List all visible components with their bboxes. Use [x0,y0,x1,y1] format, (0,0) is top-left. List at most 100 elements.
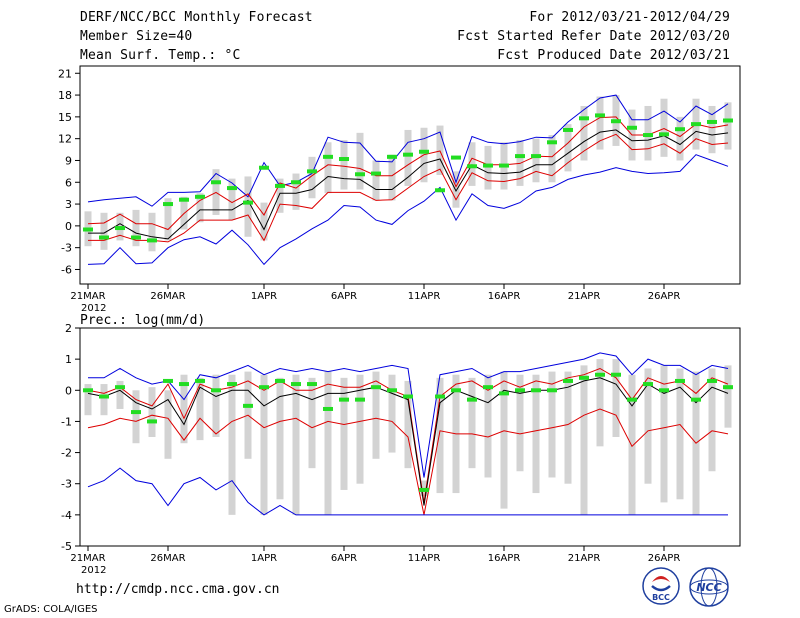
ensemble-box [708,368,716,472]
observation-marker [467,164,477,169]
ensemble-box [500,371,508,509]
observation-marker [611,372,621,377]
observation-marker [563,378,573,383]
x-tick-label: 21APR [568,291,601,302]
observation-marker [99,394,109,399]
ensemble-box [244,176,252,237]
ensemble-box [660,365,668,503]
observation-marker [515,154,525,159]
ensemble-box [324,371,332,515]
observation-marker [403,152,413,157]
observation-marker [115,226,125,231]
observation-marker [595,372,605,377]
observation-marker [211,388,221,393]
observation-marker [579,116,589,121]
observation-marker [291,382,301,387]
x-tick-label: 26APR [648,291,681,302]
observation-marker [403,394,413,399]
y-tick-label: -3 [61,242,72,255]
ensemble-box [548,371,556,478]
ensemble-box [228,374,236,515]
observation-marker [195,378,205,383]
y-tick-label: 0 [65,220,72,233]
ensemble-box [276,377,284,500]
series-line-lower [87,408,729,516]
ensemble-box [196,193,204,223]
observation-marker [435,188,445,193]
observation-marker [147,238,157,243]
x-tick-label: 26APR [648,553,681,564]
x-tick-label: 21MAR [70,291,105,302]
y-tick-label: 2 [65,322,72,335]
ensemble-box [388,154,396,201]
observation-marker [611,119,621,124]
observation-marker [371,385,381,390]
series-line-ensemble-max [87,94,729,207]
variable-label: Mean Surf. Temp.: °C [80,48,241,63]
plot-frame [79,327,741,547]
observation-marker [531,154,541,159]
ensemble-box [100,384,108,416]
ensemble-box [436,125,444,175]
ensemble-box [388,374,396,453]
member-size-label: Member Size=40 [80,29,193,44]
forecast-period: For 2012/03/21-2012/04/29 [529,10,730,25]
observation-marker [451,155,461,160]
ensemble-box [340,377,348,490]
observation-marker [179,382,189,387]
observation-marker [627,397,637,402]
observation-marker [387,154,397,159]
ensemble-box [132,209,140,247]
ensemble-box [212,374,220,437]
x-tick-label: 6APR [331,553,357,564]
series-line-ensemble-min [87,154,729,266]
ncc-logo-text: NCC [696,581,721,594]
observation-marker [723,385,733,390]
observation-marker [259,385,269,390]
x-tick-label: 26MAR [150,291,185,302]
observation-marker [355,172,365,177]
ensemble-box [436,377,444,494]
observation-marker [99,235,109,240]
ensemble-box [468,377,476,469]
observation-marker [659,388,669,393]
ensemble-box [292,374,300,515]
ensemble-box [644,368,652,484]
ensemble-box [132,390,140,444]
forecast-started-date: Fcst Started Refer Date 2012/03/20 [457,29,730,44]
x-tick-label: 26MAR [150,553,185,564]
source-url[interactable]: http://cmdp.ncc.cma.gov.cn [76,582,280,597]
bcc-logo: BCC [640,566,682,610]
observation-marker [371,171,381,176]
grads-credit: GrADS: COLA/IGES [4,604,98,615]
ensemble-box [724,102,732,150]
x-tick-label: 16APR [488,291,521,302]
ensemble-box [484,145,492,190]
series-line-ensemble-min [87,467,728,516]
observation-marker [691,122,701,127]
x-tick-label: 1APR [251,553,277,564]
series-line-lower [88,133,729,243]
ensemble-box [724,365,732,428]
observation-marker [675,127,685,132]
observation-marker [275,183,285,188]
x-tick-label: 21MAR [70,553,105,564]
plot-panel-1: -6 -3 0 3 6 9 12 15 18 21 21MAR 26MAR 1APR 6APR 11APR 1… [58,65,741,314]
ensemble-box [260,374,268,515]
ensemble-box [372,160,380,201]
ensemble-box [148,212,156,252]
y-tick-label: 18 [58,89,72,102]
ensemble-box [196,377,204,441]
observation-marker [547,388,557,393]
y-tick-label: 1 [65,353,72,366]
plot-panel-2: -5 -4 -3 -2 -1 0 1 2 21MAR 26MAR 1APR 6APR 11APR 16AP… [61,322,741,576]
x-tick-label: 1APR [251,291,277,302]
bcc-logo-text: BCC [652,593,670,602]
ensemble-box [180,374,188,444]
observation-marker [499,163,509,168]
ensemble-box [708,105,716,154]
y-tick-label: -2 [61,447,72,460]
ensemble-box [660,98,668,157]
observation-marker [243,200,253,205]
ensemble-box [292,173,300,210]
